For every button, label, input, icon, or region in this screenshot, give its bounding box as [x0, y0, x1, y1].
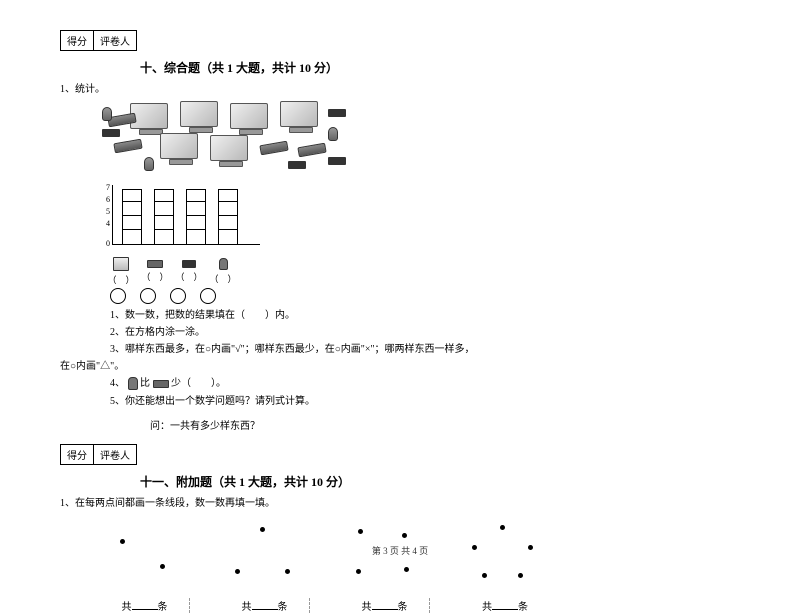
count-suffix: 条 — [518, 602, 528, 613]
sub-5: 5、你还能想出一个数学问题吗？请列式计算。 — [110, 392, 740, 407]
bar-1 — [122, 189, 142, 245]
sub4-a: 4、 — [110, 378, 125, 389]
paren: （ ） — [108, 273, 135, 286]
answer-circle[interactable] — [110, 288, 126, 304]
blank[interactable] — [132, 600, 158, 610]
paren: （ ） — [142, 270, 169, 283]
bar-chart: 7 6 5 4 0 — [100, 185, 260, 255]
sub4-c: 少（ ）。 — [171, 378, 226, 389]
cat-keyboard: （ ） — [144, 260, 166, 283]
score-box-11: 得分 评卷人 — [60, 444, 137, 465]
paren: （ ） — [176, 270, 203, 283]
usb-icon — [328, 109, 346, 117]
grader-label: 评卷人 — [94, 445, 136, 464]
count-prefix: 共 — [122, 602, 132, 613]
monitor-icon — [160, 133, 202, 169]
mouse-icon — [144, 157, 154, 171]
usb-icon — [182, 260, 196, 268]
blank[interactable] — [492, 600, 518, 610]
answer-circle[interactable] — [140, 288, 156, 304]
blank[interactable] — [372, 600, 398, 610]
count-row: 共条 共条 共条 共条 — [100, 598, 740, 613]
score-label: 得分 — [61, 445, 94, 464]
bar-2 — [154, 189, 174, 245]
sub-2: 2、在方格内涂一涂。 — [110, 323, 740, 338]
sub-1: 1、数一数，把数的结果填在（ ）内。 — [110, 306, 740, 321]
sub-3b: 在○内画"△"。 — [60, 357, 740, 372]
monitor-icon — [280, 101, 322, 137]
keyboard-icon — [259, 141, 288, 156]
y-tick: 4 — [100, 219, 110, 228]
chart-category-icons: （ ） （ ） （ ） （ ） — [110, 257, 740, 286]
count-1: 共条 — [100, 598, 190, 613]
count-prefix: 共 — [242, 602, 252, 613]
count-prefix: 共 — [362, 602, 372, 613]
count-4: 共条 — [460, 598, 550, 613]
answer-circle[interactable] — [170, 288, 186, 304]
sub-4: 4、 比 少（ ）。 — [110, 374, 740, 390]
count-2: 共条 — [220, 598, 310, 613]
keyboard-icon — [147, 260, 163, 268]
circle-row — [110, 288, 740, 304]
q10-1: 1、统计。 — [60, 80, 740, 95]
monitor-icon — [180, 101, 222, 137]
cat-monitor: （ ） — [110, 257, 132, 286]
y-tick: 7 — [100, 183, 110, 192]
sub4-b: 比 — [140, 378, 150, 389]
bar-4 — [218, 189, 238, 245]
usb-icon — [102, 129, 120, 137]
sub-5b: 问：一共有多少样东西？ — [150, 417, 740, 432]
items-illustration — [100, 99, 360, 179]
monitor-icon — [113, 257, 129, 271]
keyboard-icon — [297, 143, 326, 158]
mouse-icon — [219, 258, 228, 270]
q11-1: 1、在每两点间都画一条线段，数一数再填一填。 — [60, 494, 740, 509]
score-box-10: 得分 评卷人 — [60, 30, 137, 51]
count-suffix: 条 — [158, 602, 168, 613]
count-suffix: 条 — [398, 602, 408, 613]
y-tick: 5 — [100, 207, 110, 216]
y-tick: 6 — [100, 195, 110, 204]
section-11-title: 十一、附加题（共 1 大题，共计 10 分） — [140, 473, 740, 490]
monitor-icon — [230, 103, 272, 139]
grader-label: 评卷人 — [94, 31, 136, 50]
section-10-title: 十、综合题（共 1 大题，共计 10 分） — [140, 59, 740, 76]
cat-usb: （ ） — [178, 260, 200, 283]
usb-icon — [328, 157, 346, 165]
bar-3 — [186, 189, 206, 245]
score-label: 得分 — [61, 31, 94, 50]
mouse-icon — [328, 127, 338, 141]
mouse-icon — [102, 107, 112, 121]
y-tick: 0 — [100, 239, 110, 248]
count-suffix: 条 — [278, 602, 288, 613]
answer-circle[interactable] — [200, 288, 216, 304]
page-footer: 第 3 页 共 4 页 — [0, 544, 800, 557]
keyboard-icon — [153, 380, 169, 388]
cat-mouse: （ ） — [212, 258, 234, 285]
usb-icon — [288, 161, 306, 169]
y-axis — [112, 185, 113, 245]
mouse-icon — [128, 377, 138, 390]
blank[interactable] — [252, 600, 278, 610]
count-3: 共条 — [340, 598, 430, 613]
monitor-icon — [210, 135, 252, 171]
keyboard-icon — [113, 139, 142, 154]
sub-3: 3、哪样东西最多，在○内画"√"；哪样东西最少，在○内画"×"；哪两样东西一样多… — [110, 340, 740, 355]
paren: （ ） — [210, 272, 237, 285]
count-prefix: 共 — [482, 602, 492, 613]
